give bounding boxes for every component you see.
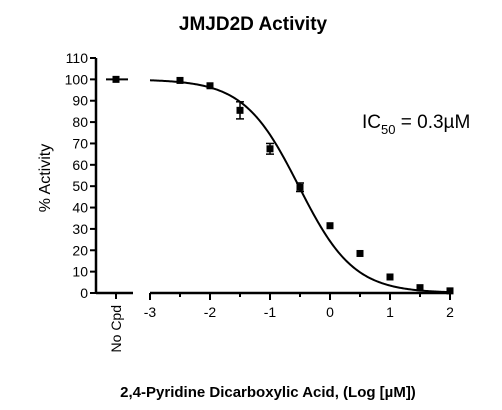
ic50-annotation: IC50 = 0.3µM [362,112,470,137]
chart-title: JMJD2D Activity [179,14,328,35]
data-point [236,106,244,114]
data-point [176,76,184,84]
x-axis-label: 2,4-Pyridine Dicarboxylic Acid, (Log [µM… [120,384,416,401]
data-point [416,284,424,292]
y-tick-label: 10 [72,264,88,280]
ic50-subscript: 50 [381,122,395,137]
data-point [266,145,274,153]
x-tick-label: 1 [386,304,394,320]
control-tick-label: No Cpd [108,305,124,352]
y-tick-label: 110 [66,50,89,66]
ic50-prefix: IC [362,112,381,133]
y-tick-label: 50 [72,178,88,194]
x-ticks: -3 -2 -1 0 1 2 [144,293,454,320]
data-point [446,287,454,295]
data-point [356,249,364,257]
x-tick-label: -2 [204,304,217,320]
x-tick-label: 0 [326,304,334,320]
y-tick-label: 70 [72,135,88,151]
y-tick-label: 60 [72,157,88,173]
y-tick-label: 80 [72,114,88,130]
y-ticks: 0 10 20 30 40 50 60 70 80 90 100 110 [65,50,96,301]
y-tick-label: 30 [72,221,88,237]
x-tick-label: -1 [264,304,277,320]
ic50-suffix: = 0.3µM [395,112,470,133]
y-tick-label: 100 [65,71,89,87]
y-tick-label: 90 [72,93,88,109]
x-tick-label: -3 [144,304,157,320]
y-axis-label: % Activity [37,144,54,212]
data-points [176,76,454,295]
x-tick-label: 2 [446,304,454,320]
y-tick-label: 40 [72,200,88,216]
data-point [206,82,214,90]
data-point [296,183,304,191]
y-tick-label: 0 [80,285,88,301]
data-point [386,273,394,281]
data-point [326,222,334,230]
y-tick-label: 20 [72,242,88,258]
control-point [112,75,120,83]
